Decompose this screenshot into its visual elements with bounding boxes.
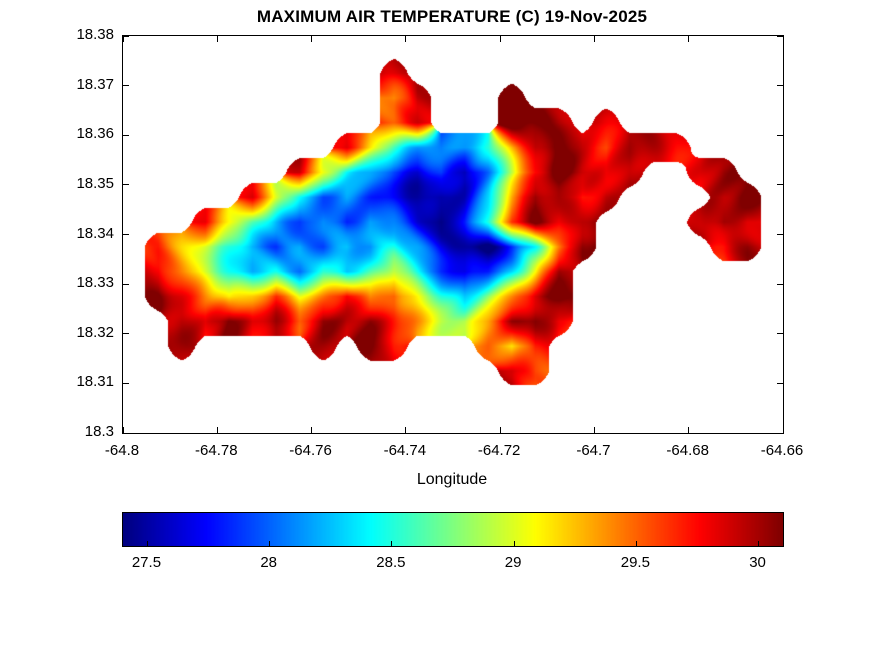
y-tick-mark <box>123 333 129 335</box>
y-tick-mark <box>123 234 129 235</box>
colorbar-tick-mark <box>269 541 271 546</box>
x-tick-mark <box>122 427 124 433</box>
x-tick-label: -64.78 <box>195 442 238 459</box>
y-tick-label: 18.33 <box>76 274 114 292</box>
y-tick-mark <box>777 35 783 37</box>
x-axis-label: Longitude <box>416 471 488 488</box>
y-tick-mark <box>123 85 129 87</box>
x-tick-label: -64.66 <box>760 442 804 459</box>
y-tick-label: 18.32 <box>76 323 114 341</box>
x-tick-mark <box>688 36 690 42</box>
x-tick-mark <box>216 427 218 433</box>
y-tick-label: 18.37 <box>76 75 114 93</box>
colorbar-tick-mark <box>758 541 760 546</box>
x-tick-mark <box>499 36 501 42</box>
y-tick-mark <box>777 283 783 285</box>
y-tick-label: 18.36 <box>76 125 114 143</box>
x-tick-mark <box>782 427 784 433</box>
y-tick-label: 18.38 <box>76 26 114 43</box>
y-tick-mark <box>777 134 783 136</box>
y-tick-mark <box>123 283 129 285</box>
x-tick-label: -64.76 <box>289 442 332 459</box>
x-tick-mark <box>782 36 784 42</box>
x-tick-mark <box>688 427 690 433</box>
x-tick-label: -64.8 <box>104 442 140 459</box>
x-tick-mark <box>593 36 595 42</box>
y-tick-mark <box>777 234 783 235</box>
x-tick-mark <box>499 427 501 433</box>
colorbar-tick-label: 30 <box>749 554 766 571</box>
x-tick-mark <box>405 427 407 433</box>
x-tick-mark <box>311 427 313 433</box>
y-tick-mark <box>123 382 129 384</box>
x-tick-mark <box>405 36 407 42</box>
y-tick-label: 18.3 <box>84 423 114 440</box>
x-tick-label: -64.7 <box>576 442 611 459</box>
x-tick-mark <box>216 36 218 42</box>
colorbar-tick-mark <box>146 541 148 546</box>
colorbar-tick-label: 28 <box>260 554 277 571</box>
x-tick-label: -64.72 <box>477 442 521 459</box>
x-tick-mark <box>311 36 313 42</box>
temperature-heatmap-canvas <box>123 36 783 433</box>
colorbar-tick-mark <box>513 541 515 546</box>
colorbar-tick-label: 29.5 <box>620 554 650 571</box>
colorbar-gradient-canvas <box>123 513 783 546</box>
y-tick-label: 18.35 <box>76 174 114 192</box>
y-tick-mark <box>123 134 129 136</box>
y-tick-mark <box>777 382 783 384</box>
colorbar-tick-label: 28.5 <box>376 554 406 571</box>
plot-area <box>122 35 784 434</box>
y-tick-label: 18.31 <box>76 373 114 391</box>
y-tick-mark <box>123 35 129 37</box>
colorbar-tick-mark <box>391 541 393 546</box>
x-tick-label: -64.74 <box>383 442 427 459</box>
x-tick-mark <box>122 36 124 42</box>
colorbar-tick-label: 27.5 <box>131 554 162 571</box>
x-tick-label: -64.68 <box>666 442 709 459</box>
y-tick-label: 18.34 <box>76 224 114 242</box>
y-tick-mark <box>777 432 783 434</box>
y-tick-mark <box>777 85 783 87</box>
colorbar <box>122 512 784 547</box>
colorbar-tick-mark <box>635 541 637 546</box>
y-tick-mark <box>123 432 129 434</box>
colorbar-tick-label: 29 <box>504 554 522 571</box>
x-tick-mark <box>593 427 595 433</box>
chart-title: MAXIMUM AIR TEMPERATURE (C) 19-Nov-2025 <box>256 7 648 26</box>
y-tick-mark <box>777 333 783 335</box>
y-tick-mark <box>123 184 129 186</box>
y-tick-mark <box>777 184 783 186</box>
